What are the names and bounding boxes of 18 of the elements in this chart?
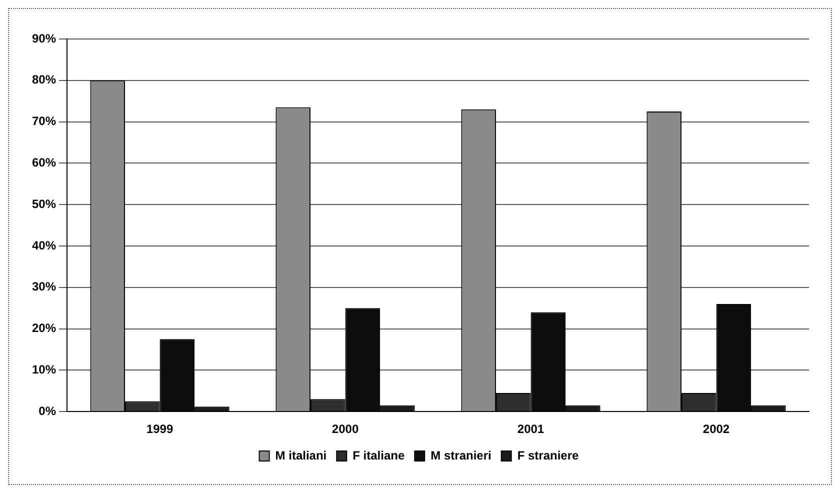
x-tick-label: 2000 [332,422,359,436]
y-tick-label: 0% [38,404,56,418]
legend-label: M italiani [275,448,327,462]
legend-label: F straniere [517,448,580,462]
x-tick-label: 2001 [517,422,544,436]
x-tick-label: 2002 [702,422,730,436]
y-tick-label: 40% [32,238,56,252]
legend-label: F italiane [352,448,405,462]
y-tick-label: 80% [32,72,56,87]
y-tick-label: 60% [32,156,56,170]
y-tick-label: 30% [32,280,56,294]
x-tick-label: 1999 [146,422,174,436]
y-tick-label: 20% [32,321,56,336]
y-tick-label: 90% [32,31,56,46]
y-tick-label: 50% [32,196,56,211]
legend-label: M stranieri [430,448,492,462]
y-tick-label: 10% [32,362,56,377]
y-tick-label: 70% [32,114,56,128]
